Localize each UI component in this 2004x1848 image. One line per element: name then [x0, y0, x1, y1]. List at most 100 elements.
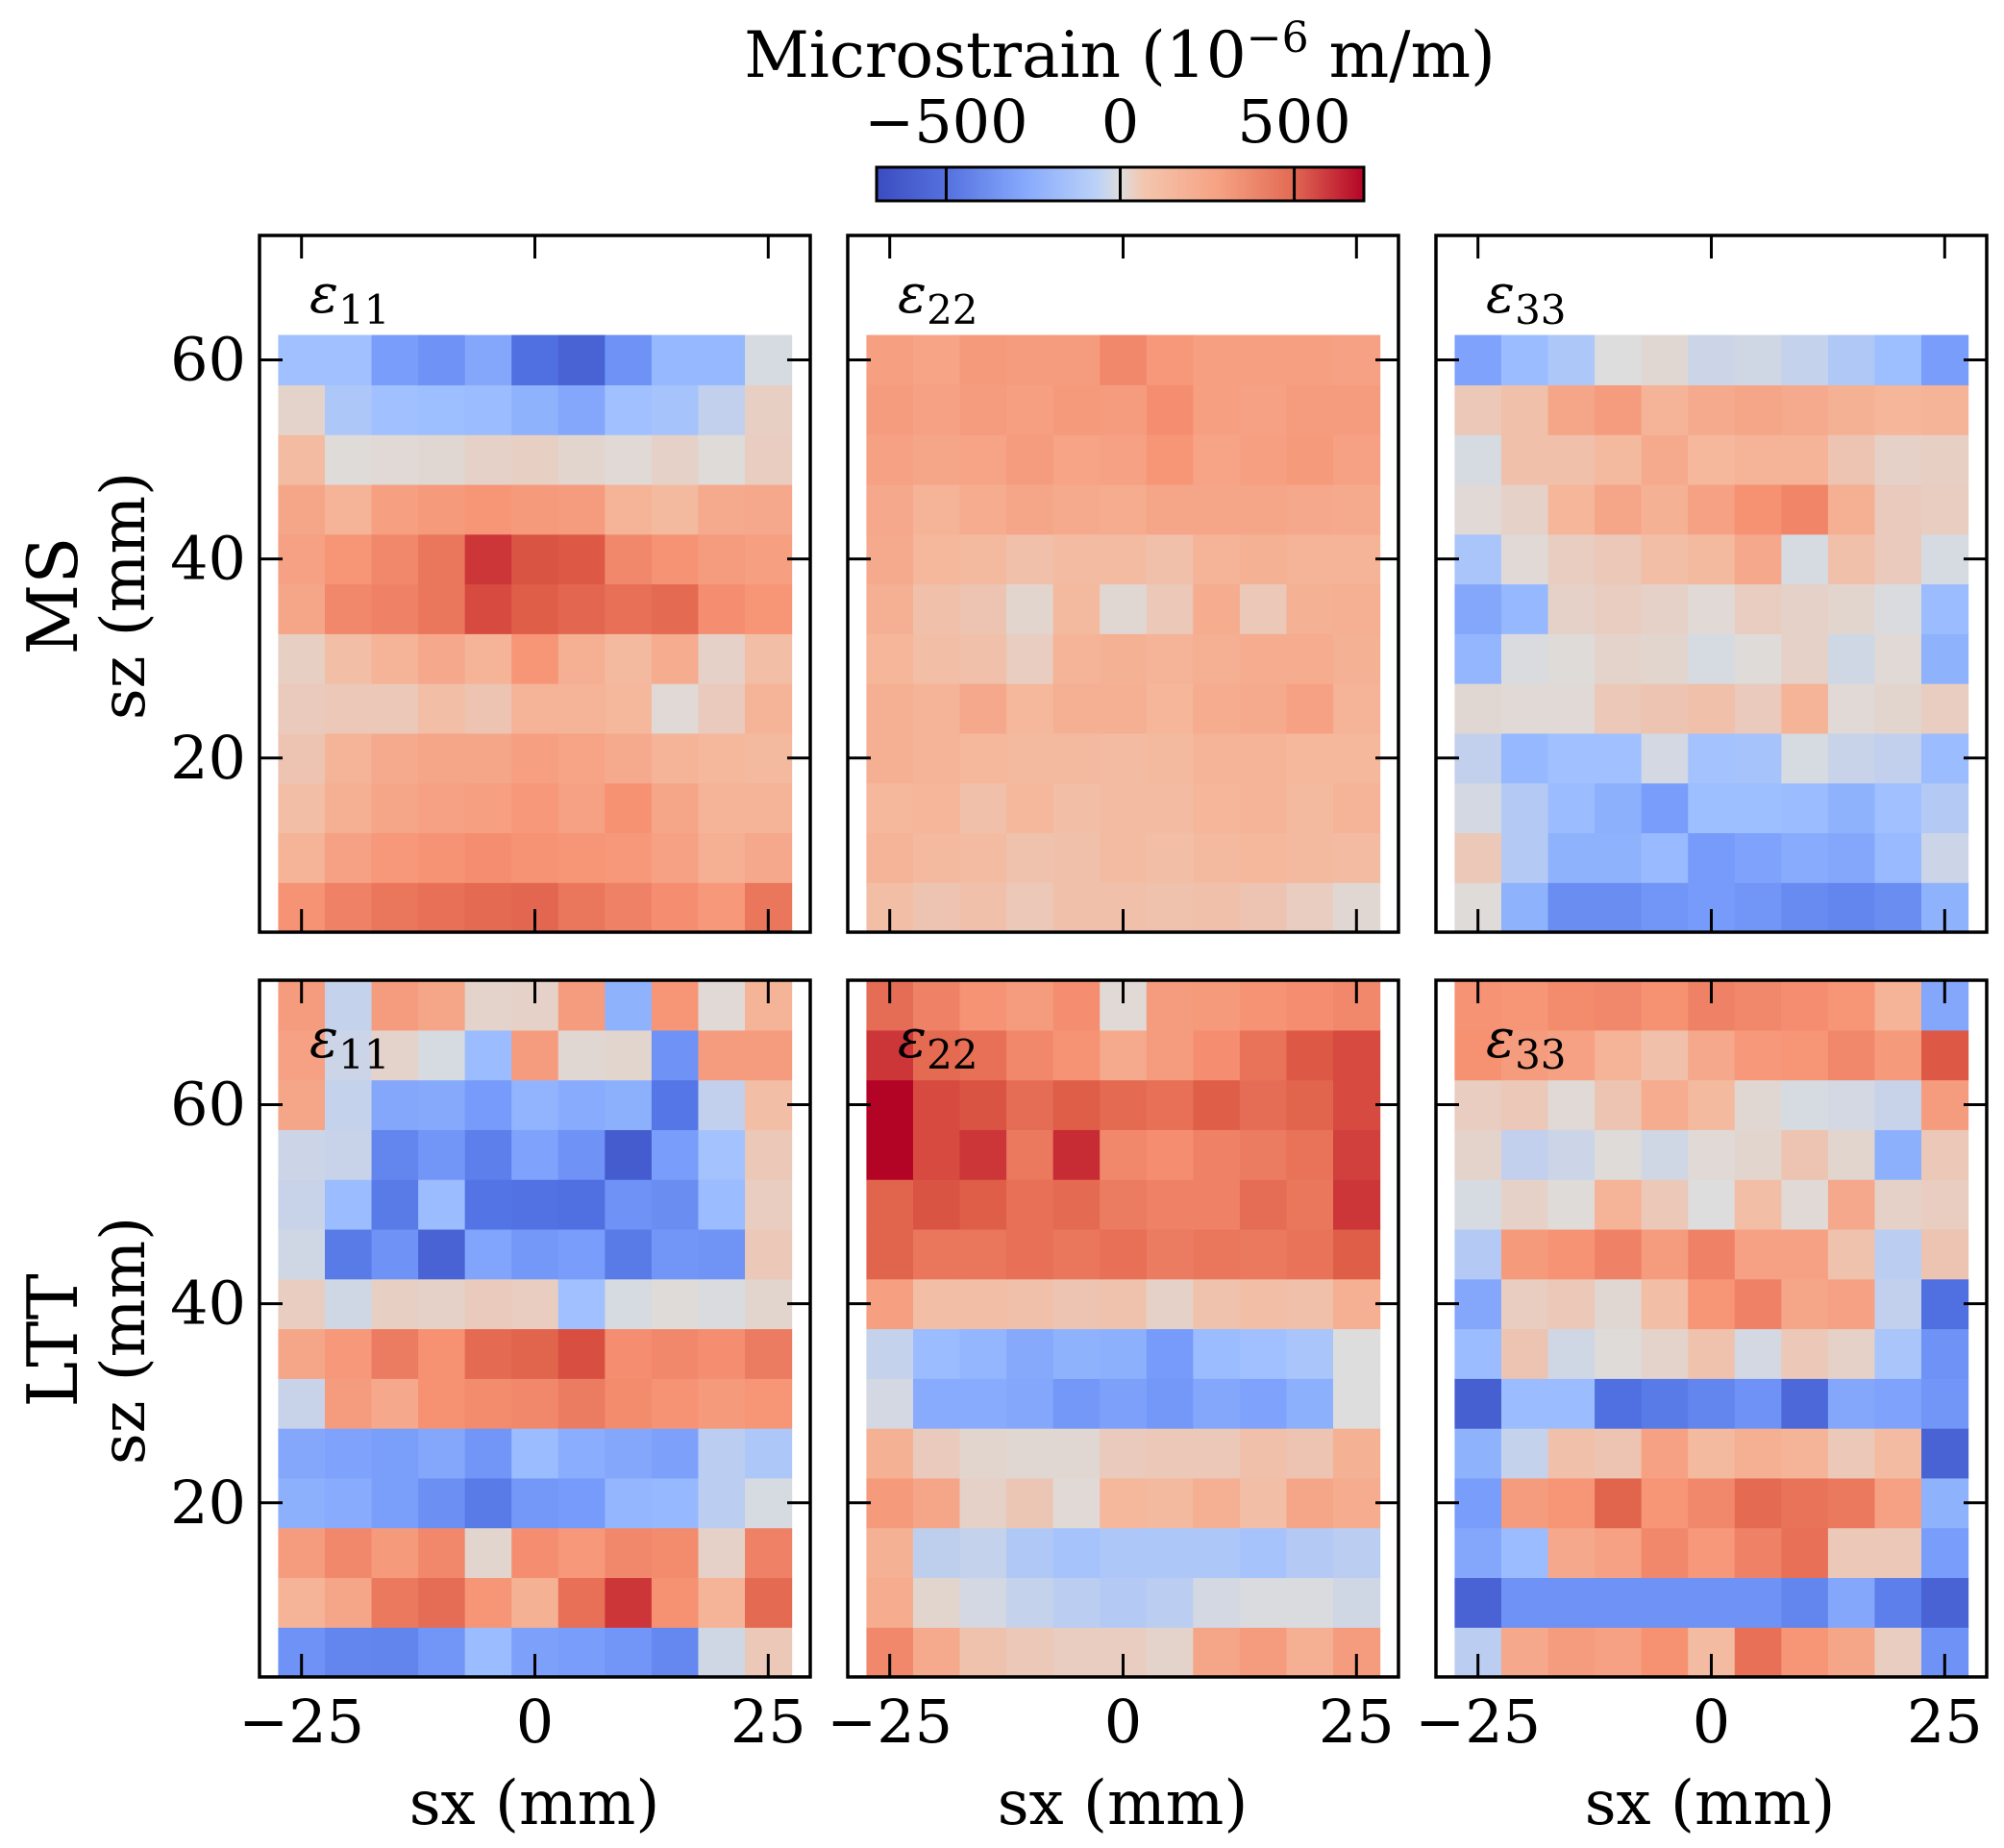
heatmap-cell — [605, 483, 653, 535]
heatmap-cell — [1547, 533, 1596, 585]
heatmap-cell — [651, 782, 700, 834]
heatmap-cell — [866, 483, 914, 535]
heatmap-cell — [1641, 980, 1689, 1031]
heatmap-cell — [1547, 1129, 1596, 1180]
heatmap-cell — [1006, 882, 1054, 933]
xlabel-col2: sx (mm) — [998, 1768, 1249, 1839]
heatmap-cell — [1006, 483, 1054, 535]
heatmap-cell — [1100, 1378, 1148, 1429]
heatmap-cell — [1193, 683, 1241, 734]
heatmap-cell — [1734, 434, 1782, 485]
heatmap-cell — [959, 683, 1007, 734]
heatmap-cell — [324, 1029, 373, 1081]
heatmap-cell — [1146, 1228, 1194, 1280]
heatmap-cell — [745, 1328, 793, 1379]
heatmap-cell — [1688, 1527, 1736, 1579]
heatmap-cell — [1500, 1278, 1549, 1330]
heatmap-cell — [698, 1627, 746, 1678]
heatmap-cell — [1688, 1029, 1736, 1081]
heatmap-cell — [912, 1129, 961, 1180]
heatmap-cell — [371, 384, 419, 435]
heatmap-cell — [1052, 1278, 1101, 1330]
heatmap-cell — [1454, 334, 1502, 385]
heatmap-cell — [1688, 1428, 1736, 1479]
heatmap-cell — [698, 683, 746, 734]
heatmap-cell — [1100, 1129, 1148, 1180]
heatmap-cell — [1827, 1129, 1876, 1180]
heatmap-cell — [745, 533, 793, 585]
panel-ms-e33 — [1434, 234, 1989, 934]
heatmap-cell — [651, 483, 700, 535]
heatmap-cell — [866, 1328, 914, 1379]
heatmap-cell — [1874, 782, 1922, 834]
heatmap-cell — [698, 533, 746, 585]
heatmap-cell — [1286, 980, 1334, 1031]
heatmap-cell — [1333, 1328, 1381, 1379]
heatmap-cell — [557, 533, 606, 585]
panel-ms-e11: 20 40 60 — [170, 234, 812, 934]
heatmap-cell — [1100, 1278, 1148, 1330]
heatmap-cell — [1006, 980, 1054, 1031]
heatmap-cell — [278, 1577, 326, 1628]
heatmap-cell — [959, 1477, 1007, 1529]
heatmap-cell — [912, 1079, 961, 1130]
heatmap-cell — [1547, 882, 1596, 933]
heatmap-cell — [959, 1328, 1007, 1379]
heatmap-cell — [745, 434, 793, 485]
heatmap-cell — [1874, 633, 1922, 684]
heatmap-cell — [324, 434, 373, 485]
heatmap-cell — [1146, 782, 1194, 834]
row-label-ms: MS sz (mm) — [12, 472, 160, 720]
heatmap-cell — [698, 1228, 746, 1280]
heatmap-cell — [605, 1228, 653, 1280]
heatmap-cell — [912, 732, 961, 784]
y-tick-label: 60 — [170, 1069, 246, 1139]
heatmap-cell — [1595, 1577, 1643, 1628]
heatmap-cell — [605, 1378, 653, 1429]
heatmap-cell — [745, 1129, 793, 1180]
heatmap-cell — [278, 483, 326, 535]
heatmap-cell — [1547, 1079, 1596, 1130]
heatmap-cell — [418, 533, 466, 585]
heatmap-cell — [464, 1129, 512, 1180]
heatmap-cell — [1006, 1477, 1054, 1529]
heatmap-cell — [1595, 1477, 1643, 1529]
heatmap-cell — [1239, 1129, 1288, 1180]
heatmap-cell — [745, 1278, 793, 1330]
heatmap-cell — [511, 633, 559, 684]
heatmap-cell — [1006, 334, 1054, 385]
heatmap-cell — [959, 633, 1007, 684]
heatmap-cell — [1781, 334, 1829, 385]
heatmap-cell — [698, 882, 746, 933]
heatmap-cell — [557, 434, 606, 485]
heatmap-cell — [1641, 732, 1689, 784]
heatmap-cell — [1333, 1577, 1381, 1628]
heatmap-cell — [1734, 1278, 1782, 1330]
xlabel-col3: sx (mm) — [1585, 1768, 1836, 1839]
heatmap-cell — [912, 980, 961, 1031]
heatmap-cell — [418, 583, 466, 634]
colorbar-ticks: −500 0 500 — [864, 86, 1351, 201]
heatmap-cell — [605, 583, 653, 634]
heatmap-cell — [1595, 683, 1643, 734]
heatmap-cell — [1688, 1228, 1736, 1280]
heatmap-cell — [1052, 782, 1101, 834]
heatmap-cell — [605, 1328, 653, 1379]
heatmap-cell — [371, 1577, 419, 1628]
heatmap-cell — [1874, 583, 1922, 634]
heatmap-cell — [1500, 1527, 1549, 1579]
heatmap-cell — [1874, 1228, 1922, 1280]
heatmap-cell — [1100, 832, 1148, 883]
heatmap-cell — [866, 1228, 914, 1280]
heatmap-cell — [698, 1378, 746, 1429]
heatmap-cell — [1333, 434, 1381, 485]
heatmap-cell — [1100, 334, 1148, 385]
heatmap-cell — [1239, 1179, 1288, 1230]
heatmap-cell — [1874, 980, 1922, 1031]
heatmap-cell — [866, 1527, 914, 1579]
heatmap-cell — [1193, 1527, 1241, 1579]
heatmap-cell — [1781, 1428, 1829, 1479]
heatmap-cell — [1239, 1079, 1288, 1130]
heatmap-cell — [1734, 1428, 1782, 1479]
heatmap-cell — [464, 483, 512, 535]
